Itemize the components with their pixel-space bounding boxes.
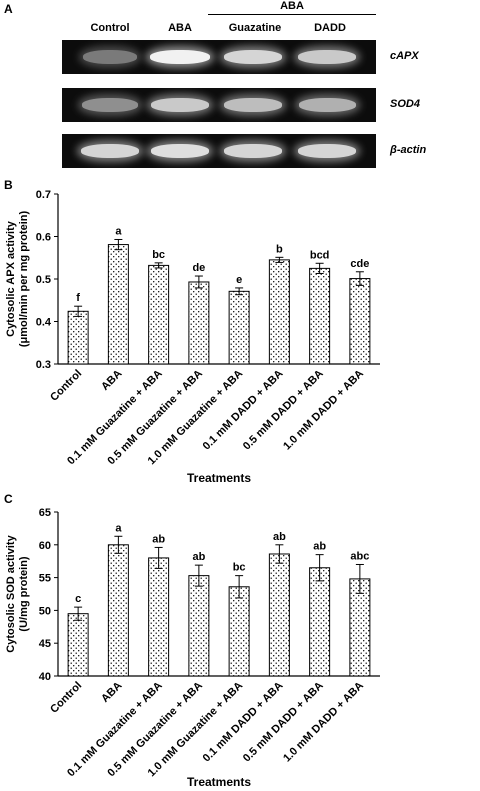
y-axis-label: Cytosolic APX activity xyxy=(5,220,17,337)
gel-strip-capx xyxy=(62,40,376,74)
significance-letter: ab xyxy=(192,551,205,563)
bar xyxy=(67,310,89,365)
y-tick-label: 45 xyxy=(39,638,51,650)
category-label: ABA xyxy=(99,680,124,705)
gel-strip-beta-actin xyxy=(62,134,376,168)
bar xyxy=(148,264,170,365)
gene-label-sod4: SOD4 xyxy=(390,98,420,110)
gel-band xyxy=(82,98,138,112)
panel-letter-c: C xyxy=(4,492,13,506)
bar xyxy=(268,259,290,365)
category-label: 1.0 mM DADD + ABA xyxy=(281,368,366,453)
bar xyxy=(67,613,89,677)
aba-group-label: ABA xyxy=(280,0,304,12)
x-axis-label: Treatments xyxy=(187,471,251,485)
y-tick-label: 0.3 xyxy=(36,359,51,371)
bar xyxy=(268,553,290,677)
y-tick-label: 0.7 xyxy=(36,189,51,201)
panel-letter-b: B xyxy=(4,178,13,192)
significance-letter: e xyxy=(236,274,242,286)
y-tick-label: 0.5 xyxy=(36,274,51,286)
category-label: 0.1 mM DADD + ABA xyxy=(201,368,286,453)
bar xyxy=(309,267,331,365)
gel-band xyxy=(297,144,357,158)
gel-strip-sod4 xyxy=(62,88,376,122)
bar xyxy=(228,586,250,677)
bar xyxy=(188,575,210,677)
significance-letter: b xyxy=(276,243,283,255)
gel-band xyxy=(151,98,209,112)
significance-letter: bcd xyxy=(310,249,330,261)
significance-letter: bc xyxy=(152,249,165,261)
bar xyxy=(309,567,331,677)
category-label: 0.1 mM DADD + ABA xyxy=(201,680,286,765)
gene-label-capx: cAPX xyxy=(390,50,419,62)
y-tick-label: 60 xyxy=(39,540,51,552)
significance-letter: f xyxy=(76,292,80,304)
significance-letter: bc xyxy=(233,562,246,574)
bar xyxy=(107,544,129,677)
y-tick-label: 0.4 xyxy=(36,317,52,329)
category-label: ABA xyxy=(99,368,124,393)
apx-activity-chart: 0.3 0.4 0.5 0.6 0.7 Cytosolic APX activity (μm… xyxy=(5,189,380,485)
significance-letter: ab xyxy=(313,541,326,553)
bar xyxy=(188,281,210,365)
gel-band xyxy=(82,50,138,64)
significance-letter: c xyxy=(75,593,81,605)
sod-activity-chart: 40 45 50 55 60 65 Cytosolic SOD activity (U/mg … xyxy=(5,507,380,789)
bar xyxy=(228,290,250,365)
significance-letter: a xyxy=(115,225,122,237)
significance-letter: ab xyxy=(152,533,165,545)
y-axis-label: Cytosolic SOD activity xyxy=(5,534,17,652)
y-tick-label: 40 xyxy=(39,671,51,683)
category-label: 0.5 mM DADD + ABA xyxy=(241,368,326,453)
category-label: 1.0 mM DADD + ABA xyxy=(281,680,366,765)
y-tick-label: 55 xyxy=(39,573,51,585)
lane-label-dadd: DADD xyxy=(314,22,346,34)
y-axis-label: (μmol/min per mg protein) xyxy=(18,211,30,348)
gel-band xyxy=(223,144,283,158)
y-tick-label: 50 xyxy=(39,605,51,617)
gel-panel: A ABA Control ABA Guazatine DADD cAPX SO… xyxy=(0,0,480,175)
lane-label-control: Control xyxy=(90,22,130,34)
gel-band xyxy=(80,144,140,158)
y-tick-label: 0.6 xyxy=(36,232,51,244)
significance-letter: de xyxy=(192,262,205,274)
aba-group-line xyxy=(208,14,376,15)
significance-letter: ab xyxy=(273,531,286,543)
significance-letter: abc xyxy=(350,550,369,562)
gel-band xyxy=(298,98,356,112)
category-label: 0.5 mM DADD + ABA xyxy=(241,680,326,765)
significance-letter: a xyxy=(115,522,122,534)
gel-band xyxy=(223,50,283,64)
lane-label-guazatine: Guazatine xyxy=(228,22,282,34)
x-axis-label: Treatments xyxy=(187,775,251,789)
lane-label-aba: ABA xyxy=(168,22,192,34)
bar xyxy=(107,244,129,365)
y-axis-label: (U/mg protein) xyxy=(18,556,30,631)
category-label: Control xyxy=(48,680,84,716)
gel-band xyxy=(150,144,210,158)
gene-label-beta-actin: β-actin xyxy=(390,144,427,156)
panel-letter-a: A xyxy=(4,2,13,16)
significance-letter: cde xyxy=(350,258,369,270)
bar xyxy=(148,557,170,677)
y-tick-label: 65 xyxy=(39,507,51,519)
gel-band xyxy=(298,50,356,64)
category-label: Control xyxy=(48,368,84,404)
bar xyxy=(349,278,371,365)
gel-band xyxy=(224,98,282,112)
gel-band xyxy=(150,50,210,64)
